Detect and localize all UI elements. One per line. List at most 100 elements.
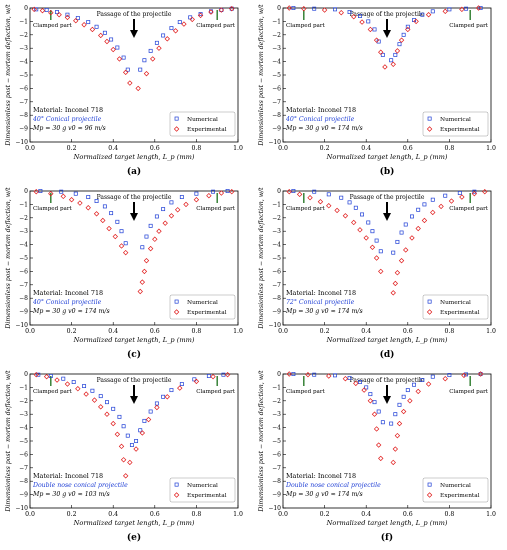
legend-experimental-label: Experimental	[187, 310, 227, 316]
info-params: Mp = 30 g v0 ≈ 96 m/s	[32, 125, 106, 132]
numerical-point	[312, 372, 317, 377]
experimental-point	[305, 371, 311, 378]
y-tick-label: −3	[272, 228, 281, 235]
experimental-point	[174, 207, 181, 213]
experimental-point	[139, 279, 146, 285]
experimental-point	[373, 37, 380, 43]
clamped-label-right: Clamped part	[196, 23, 236, 29]
numerical-point	[111, 406, 116, 411]
y-tick-label: −5	[19, 72, 28, 79]
x-tick-label: 0.2	[320, 328, 330, 335]
y-tick-label: −4	[272, 425, 281, 432]
legend-experimental-label: Experimental	[440, 127, 480, 133]
numerical-point	[229, 6, 234, 11]
info-projectile: 72° Conical projectile	[286, 299, 355, 306]
experimental-point	[307, 195, 313, 201]
experimental-point	[110, 420, 116, 427]
y-tick-label: −10	[15, 322, 28, 329]
info-params: Mp = 30 g v0 ≈ 174 m/s	[285, 308, 363, 315]
experimental-point	[415, 388, 421, 395]
info-material: Material: Inconel 718	[286, 289, 356, 297]
numerical-point	[291, 189, 296, 193]
y-tick-label: −2	[19, 215, 28, 222]
y-tick-label: −7	[19, 282, 28, 289]
experimental-point	[359, 19, 365, 25]
x-tick-label: 0.4	[361, 511, 371, 518]
experimental-point	[39, 7, 46, 14]
x-tick-label: 1.0	[233, 328, 243, 335]
passage-arrow-head	[130, 396, 138, 404]
numerical-point	[478, 372, 483, 376]
experimental-point	[224, 371, 231, 378]
x-tick-label: 0.6	[403, 511, 413, 518]
x-tick-label: 0.2	[67, 328, 77, 335]
info-projectile: 40° Conical projectile	[32, 299, 102, 306]
numerical-point	[211, 189, 215, 194]
numerical-point	[144, 234, 149, 239]
experimental-point	[317, 199, 324, 205]
legend-numerical-marker	[174, 116, 179, 121]
experimental-point	[31, 6, 37, 13]
info-params: Mp = 30 g v0 ≈ 174 m/s	[285, 491, 363, 498]
experimental-point	[415, 225, 421, 232]
experimental-point	[143, 257, 150, 264]
experimental-point	[91, 397, 98, 403]
numerical-point	[457, 191, 462, 195]
x-tick-label: 1.0	[486, 511, 496, 518]
y-tick-label: −3	[19, 411, 28, 418]
numerical-point	[472, 189, 477, 194]
numerical-point	[138, 67, 143, 72]
numerical-point	[219, 8, 224, 12]
experimental-point	[342, 213, 349, 219]
passage-arrow-head	[383, 396, 391, 404]
numerical-point	[123, 241, 128, 246]
legend-box	[169, 477, 236, 503]
legend-experimental-marker	[426, 492, 433, 498]
passage-arrow-head	[130, 213, 138, 221]
numerical-point	[422, 202, 427, 207]
clamped-label-left: Clamped part	[33, 389, 73, 395]
experimental-point	[172, 28, 179, 34]
y-tick-label: −4	[19, 425, 28, 432]
experimental-point	[156, 45, 162, 51]
numerical-point	[333, 373, 337, 378]
y-tick-label: −1	[19, 201, 28, 208]
experimental-point	[68, 197, 75, 203]
experimental-point	[394, 48, 401, 54]
panel-label: (f)	[381, 532, 393, 543]
numerical-point	[75, 16, 80, 21]
y-tick-label: −6	[19, 268, 28, 275]
experimental-point	[392, 446, 399, 452]
experimental-point	[367, 26, 374, 33]
legend-numerical-marker	[174, 299, 179, 304]
y-tick-label: −4	[19, 59, 28, 66]
numerical-point	[109, 37, 114, 42]
numerical-point	[154, 214, 159, 219]
numerical-point	[393, 52, 398, 57]
legend-experimental-marker	[173, 492, 180, 498]
y-tick-label: −9	[19, 492, 28, 499]
experimental-point	[135, 85, 141, 92]
x-tick-label: 0.2	[320, 145, 330, 152]
experimental-point	[127, 80, 133, 86]
numerical-point	[416, 207, 421, 212]
y-tick-label: −5	[272, 72, 281, 79]
y-tick-label: −6	[19, 85, 28, 92]
legend-experimental-marker	[426, 126, 433, 132]
experimental-point	[326, 373, 332, 379]
numerical-point	[169, 388, 174, 393]
info-params: Mp = 30 g v0 ≈ 174 m/s	[32, 308, 110, 315]
x-tick-label: 0.0	[278, 145, 288, 152]
numerical-point	[148, 48, 153, 53]
experimental-point	[145, 416, 152, 423]
experimental-point	[206, 192, 212, 199]
numerical-point	[405, 24, 410, 29]
experimental-point	[471, 190, 478, 197]
passage-label: Passage of the projectile	[350, 194, 425, 201]
numerical-point	[333, 7, 337, 12]
y-tick-label: −10	[268, 322, 281, 329]
numerical-point	[179, 382, 184, 387]
experimental-point	[104, 411, 110, 417]
info-material: Material: Inconel 718	[33, 289, 103, 297]
numerical-point	[161, 33, 166, 38]
